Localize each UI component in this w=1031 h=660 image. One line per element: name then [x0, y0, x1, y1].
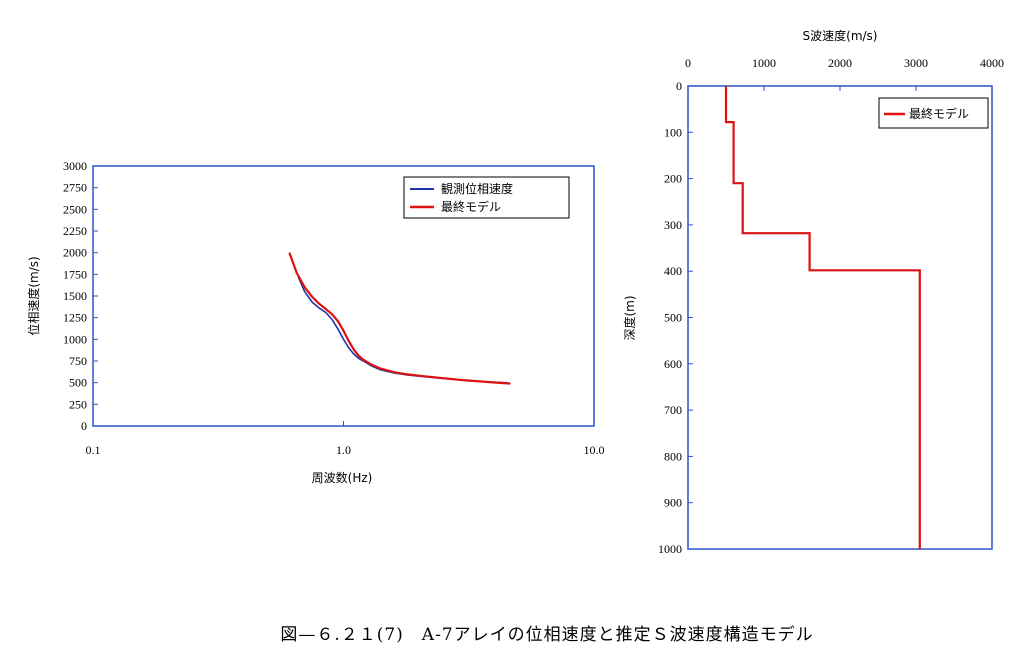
- left-y-tick-label: 2250: [63, 224, 87, 238]
- right-y-axis-ticks: 0 100 200 300 400 500 600 700 800 900 1000: [658, 79, 693, 556]
- left-y-tick-label: 2000: [63, 246, 87, 260]
- right-x-tick-label: 4000: [980, 56, 1004, 70]
- left-legend-label-model: 最終モデル: [441, 199, 501, 214]
- right-y-tick-label: 100: [664, 125, 682, 139]
- left-y-tick-label: 2750: [63, 181, 87, 195]
- left-legend: 観測位相速度 最終モデル: [403, 176, 570, 219]
- figure-caption: 図—６.２１(7) A-7アレイの位相速度と推定Ｓ波速度構造モデル: [280, 624, 813, 645]
- left-y-tick-label: 1750: [63, 267, 87, 281]
- right-y-tick-label: 800: [664, 449, 682, 463]
- right-y-tick-label: 600: [664, 357, 682, 371]
- left-legend-box: [403, 176, 570, 219]
- right-y-tick-label: 900: [664, 496, 682, 510]
- right-y-tick-label: 1000: [658, 542, 682, 556]
- right-y-axis-label: 深度(m): [622, 295, 637, 340]
- right-legend-label-model: 最終モデル: [909, 106, 969, 121]
- s-wave-profile-chart: 0 1000 2000 3000 4000 0 100 200 300 400 500 600 700…: [622, 28, 1004, 556]
- right-x-tick-label: 2000: [828, 56, 852, 70]
- final-model-line: [288, 252, 511, 385]
- right-legend: 最終モデル: [878, 97, 989, 129]
- final-model-velocity-profile: [724, 86, 921, 549]
- left-x-tick-label: 10.0: [584, 443, 605, 457]
- right-x-tick-label: 1000: [752, 56, 776, 70]
- observed-phase-velocity-line: [297, 276, 508, 384]
- left-y-axis-label: 位相速度(m/s): [26, 256, 41, 335]
- right-y-tick-label: 300: [664, 218, 682, 232]
- right-x-axis-ticks: 0 1000 2000 3000 4000: [685, 56, 1004, 91]
- left-y-tick-label: 2500: [63, 202, 87, 216]
- left-y-tick-label: 3000: [63, 159, 87, 173]
- right-x-tick-label: 3000: [904, 56, 928, 70]
- left-y-tick-label: 250: [69, 397, 87, 411]
- left-legend-label-observed: 観測位相速度: [441, 181, 513, 196]
- left-y-tick-label: 500: [69, 376, 87, 390]
- right-x-tick-label: 0: [685, 56, 691, 70]
- left-y-tick-label: 1500: [63, 289, 87, 303]
- left-x-axis-label: 周波数(Hz): [312, 470, 373, 485]
- right-y-tick-label: 500: [664, 311, 682, 325]
- right-x-axis-label: S波速度(m/s): [803, 28, 878, 43]
- right-y-tick-label: 700: [664, 403, 682, 417]
- left-y-tick-label: 750: [69, 354, 87, 368]
- right-series-group: [724, 86, 921, 549]
- left-y-tick-label: 1250: [63, 311, 87, 325]
- left-y-tick-label: 0: [81, 419, 87, 433]
- left-y-axis-ticks: 0 250 500 750 1000 1250 1500 1750 2000 2250 2500 27…: [63, 159, 98, 433]
- left-x-tick-label: 1.0: [336, 443, 351, 457]
- left-y-tick-label: 1000: [63, 332, 87, 346]
- right-y-tick-label: 200: [664, 172, 682, 186]
- left-x-tick-label: 0.1: [86, 443, 101, 457]
- left-x-axis-ticks: 0.1 1.0 10.0: [86, 421, 605, 457]
- phase-velocity-chart: 0 250 500 750 1000 1250 1500 1750 2000 2250 2500 27…: [26, 159, 605, 485]
- right-y-tick-label: 400: [664, 264, 682, 278]
- right-y-tick-label: 0: [676, 79, 682, 93]
- left-series-group: [288, 252, 511, 385]
